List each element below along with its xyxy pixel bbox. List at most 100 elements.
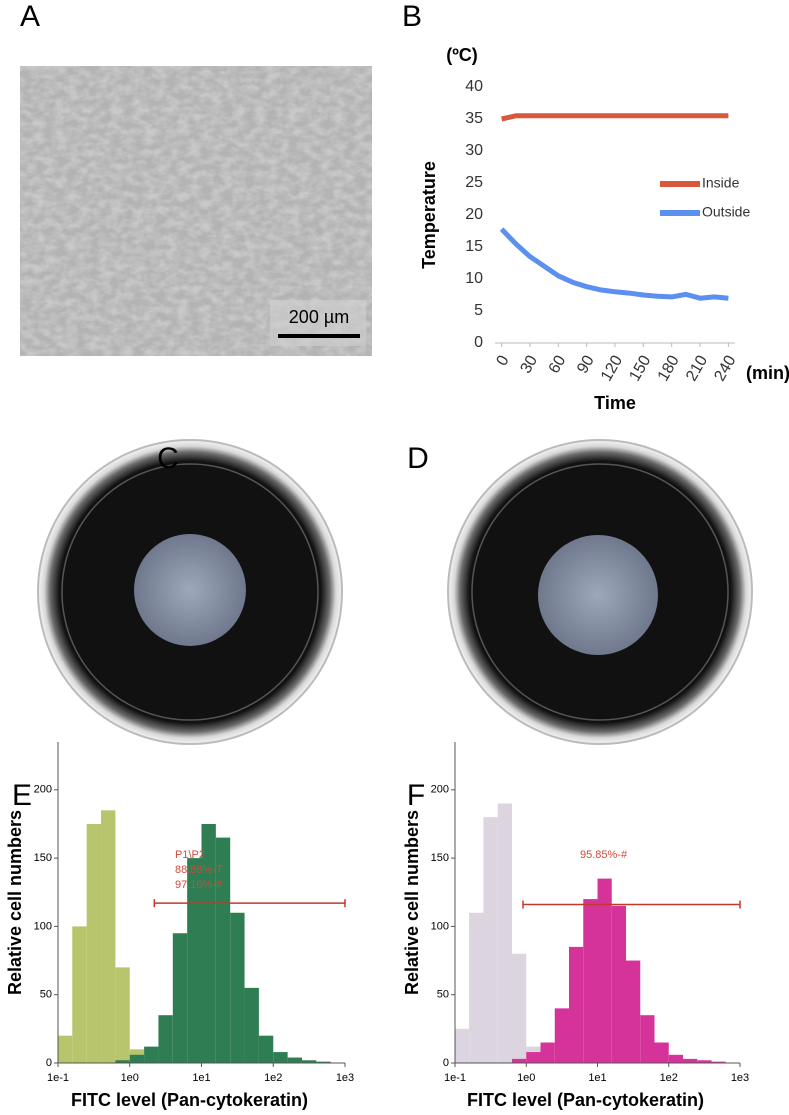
scale-bar-backdrop — [270, 300, 366, 346]
histogram-bar — [512, 953, 527, 1063]
histogram-bar — [273, 1052, 288, 1063]
y-tick-label: 15 — [465, 238, 483, 255]
histogram-bar — [201, 823, 216, 1063]
y-axis-label: Relative cell numbers — [402, 810, 422, 995]
histogram-bar — [554, 1008, 569, 1063]
y-tick-label: 10 — [465, 270, 483, 287]
x-axis-label: FITC level (Pan-cytokeratin) — [467, 1090, 704, 1110]
histogram-bar — [230, 912, 245, 1063]
histogram-bar — [172, 933, 188, 1063]
y-tick-label: 0 — [46, 1057, 52, 1069]
x-axis-label: Time — [594, 393, 636, 413]
histogram-bar — [316, 1061, 331, 1063]
x-tick-label: 210 — [683, 353, 711, 385]
histogram-bar — [187, 858, 202, 1063]
legend-label: Inside — [702, 175, 740, 191]
histogram-bar — [301, 1060, 317, 1063]
histogram-bar — [526, 1052, 541, 1063]
x-tick-label: 150 — [626, 353, 654, 385]
histogram-bar — [101, 810, 116, 1063]
histogram-bar — [483, 817, 498, 1063]
histogram-bar — [668, 1054, 684, 1063]
histogram-bar — [115, 1060, 130, 1063]
histogram-bar — [626, 960, 641, 1063]
x-tick-label: 1e1 — [588, 1072, 606, 1084]
x-tick-label: 1e-1 — [444, 1072, 466, 1084]
x-tick-label: 90 — [574, 353, 598, 377]
y-tick-label: 100 — [431, 920, 449, 932]
x-tick-label: 1e2 — [660, 1072, 678, 1084]
histogram-bar — [469, 912, 484, 1063]
y-tick-label: 35 — [465, 110, 483, 127]
y-tick-label: 20 — [465, 206, 483, 223]
y-tick-label: 100 — [34, 920, 52, 932]
y-tick-label: 0 — [443, 1057, 449, 1069]
x-tick-label: 1e3 — [336, 1072, 354, 1084]
x-tick-label: 0 — [494, 353, 513, 369]
histogram-bar — [654, 1042, 669, 1063]
panel-label: A — [20, 0, 40, 33]
histogram-bar — [640, 1015, 655, 1063]
panel-label: F — [407, 779, 425, 812]
panel-label: E — [12, 779, 32, 812]
histogram-bar — [144, 1046, 159, 1063]
x-tick-label: 1e0 — [121, 1072, 139, 1084]
x-tick-label: 1e2 — [264, 1072, 282, 1084]
histogram-bar — [711, 1061, 726, 1063]
y-tick-label: 50 — [40, 989, 52, 1001]
histogram-bar — [86, 823, 102, 1063]
x-tick-label: 240 — [711, 353, 739, 385]
y-tick-label: 0 — [474, 334, 483, 351]
x-axis-label: FITC level (Pan-cytokeratin) — [71, 1090, 308, 1110]
x-tick-label: 180 — [655, 353, 683, 385]
histogram-bar — [597, 878, 612, 1063]
histogram-bar — [455, 1028, 470, 1063]
x-tick-label: 60 — [546, 353, 570, 377]
series-line — [501, 113, 729, 122]
histogram-bar — [497, 803, 513, 1063]
histogram-bar — [512, 1058, 527, 1063]
dish-d — [447, 439, 753, 745]
histogram-bar — [287, 1057, 302, 1063]
series-line — [499, 227, 729, 301]
annotation: 95.85%-# — [580, 849, 628, 861]
x-unit: (min) — [746, 363, 789, 383]
legend-label: Outside — [702, 204, 750, 220]
y-unit: (ºC) — [446, 45, 478, 65]
y-tick-label: 200 — [34, 784, 52, 796]
histogram-bar — [611, 905, 627, 1063]
histogram-bar — [215, 837, 231, 1063]
y-tick-label: 5 — [474, 302, 483, 319]
annotation: 97.16%-# — [175, 879, 223, 891]
histogram-bar — [540, 1042, 555, 1063]
x-tick-label: 1e-1 — [47, 1072, 69, 1084]
histogram-bar — [583, 899, 598, 1063]
histogram-bar — [72, 926, 87, 1063]
histogram-bar — [158, 1015, 173, 1063]
x-tick-label: 1e0 — [517, 1072, 535, 1084]
y-tick-label: 150 — [431, 852, 449, 864]
histogram-bar — [115, 967, 130, 1063]
histogram-bar — [568, 946, 584, 1063]
histogram-bar — [244, 987, 259, 1063]
x-tick-label: 120 — [598, 353, 626, 385]
x-tick-label: 1e1 — [192, 1072, 210, 1084]
y-axis-label: Relative cell numbers — [5, 810, 25, 995]
x-tick-label: 30 — [517, 353, 541, 377]
scale-bar-label: 200 µm — [289, 307, 349, 327]
dish-c — [37, 439, 343, 745]
y-tick-label: 40 — [465, 78, 483, 95]
panel-label: D — [407, 442, 429, 475]
y-tick-label: 200 — [431, 784, 449, 796]
histogram-bar — [129, 1054, 145, 1063]
panel-label: B — [402, 0, 422, 33]
histogram-bar — [697, 1060, 712, 1063]
y-tick-label: 25 — [465, 174, 483, 191]
annotation: 88.86%-T — [175, 864, 223, 876]
y-axis-label: Temperature — [419, 161, 439, 269]
x-tick-label: 1e3 — [731, 1072, 749, 1084]
histogram-bar — [258, 1035, 274, 1063]
histogram-bar — [58, 1035, 73, 1063]
annotation: P1\P2 — [175, 849, 205, 861]
